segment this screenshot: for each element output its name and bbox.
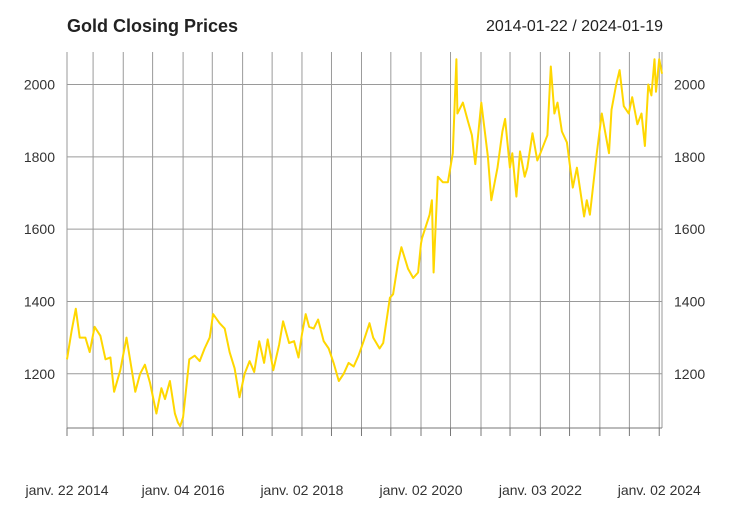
chart-title: Gold Closing Prices — [67, 16, 238, 36]
y-tick-label-left: 1400 — [24, 293, 55, 309]
x-tick-label: janv. 02 2020 — [378, 482, 462, 498]
y-tick-label-left: 2000 — [24, 77, 55, 93]
axes: 1200 1200 1400 1400 1600 1600 1800 1800 2000 2000… — [24, 77, 706, 498]
gridlines — [66, 52, 663, 428]
x-tick-label: janv. 03 2022 — [498, 482, 582, 498]
y-tick-label-left: 1200 — [24, 366, 55, 382]
series-layer — [66, 58, 663, 428]
x-tick-label: janv. 02 2018 — [259, 482, 343, 498]
y-tick-label-right: 1400 — [674, 293, 705, 309]
y-tick-label-left: 1600 — [24, 221, 55, 237]
y-tick-label-right: 2000 — [674, 77, 705, 93]
x-tick-label: janv. 22 2014 — [24, 482, 108, 498]
y-tick-label-right: 1800 — [674, 149, 705, 165]
date-range-label: 2014-01-22 / 2024-01-19 — [486, 18, 663, 35]
y-tick-label-left: 1800 — [24, 149, 55, 165]
x-tick-label: janv. 02 2024 — [617, 482, 701, 498]
y-tick-label-right: 1200 — [674, 366, 705, 382]
y-tick-label-right: 1600 — [674, 221, 705, 237]
x-tick-label: janv. 04 2016 — [141, 482, 225, 498]
price-series-line — [66, 58, 663, 428]
